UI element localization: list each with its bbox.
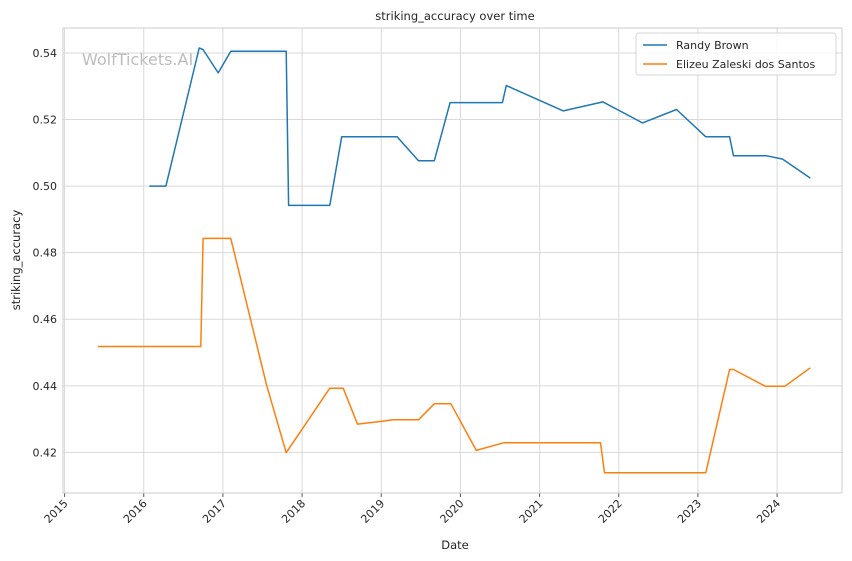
series-lines [97,47,811,474]
watermark: WolfTickets.AI [82,50,193,69]
x-axis-label: Date [441,538,469,552]
x-tick-label: 2020 [438,497,467,526]
chart-title: striking_accuracy over time [375,9,534,23]
x-tick-label: 2022 [596,497,625,526]
x-axis-ticks: 2015 2016 2017 2018 2019 2020 2021 2022 2023 2024 [42,493,783,526]
x-tick-label: 2019 [358,497,387,526]
series-line-2 [97,237,811,474]
legend-label-1: Randy Brown [676,39,749,52]
x-tick-label: 2024 [754,497,783,526]
series-line-1 [149,47,811,207]
legend-box [635,32,837,76]
y-tick-label: 0.46 [33,313,58,326]
grid-lines [63,28,842,493]
x-tick-label: 2016 [121,497,150,526]
plot-area [63,28,842,493]
x-tick-label: 2021 [517,497,546,526]
y-tick-label: 0.44 [33,380,58,393]
x-tick-label: 2018 [279,497,308,526]
plot-frame [62,27,843,494]
legend: Randy Brown Elizeu Zaleski dos Santos [635,32,837,76]
y-tick-label: 0.54 [33,47,58,60]
y-axis-ticks: 0.42 0.44 0.46 0.48 0.50 0.52 0.54 [33,47,58,459]
x-tick-label: 2017 [200,497,229,526]
y-tick-label: 0.42 [33,446,58,459]
y-tick-label: 0.48 [33,247,58,260]
y-axis-label: striking_accuracy [9,210,23,311]
y-tick-label: 0.52 [33,114,58,127]
x-tick-label: 2023 [675,497,704,526]
y-tick-label: 0.50 [33,180,58,193]
legend-label-2: Elizeu Zaleski dos Santos [676,58,816,71]
x-tick-label: 2015 [42,497,71,526]
